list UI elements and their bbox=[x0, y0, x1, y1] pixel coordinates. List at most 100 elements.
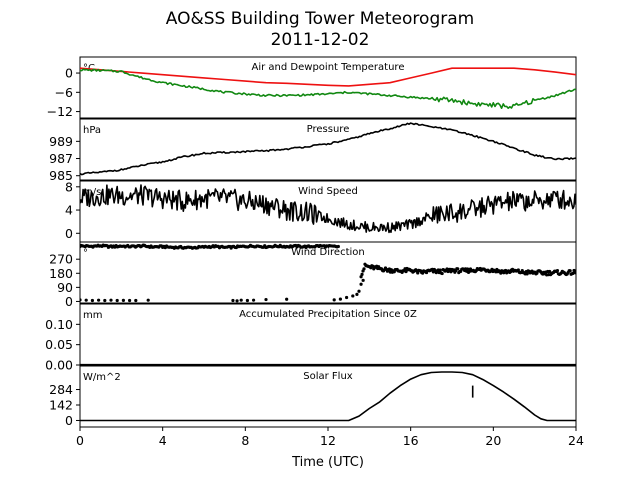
y-tick-label: 987 bbox=[49, 151, 73, 166]
data-point bbox=[438, 268, 442, 272]
y-tick-label: 8 bbox=[65, 179, 73, 194]
y-tick-label: 0 bbox=[65, 226, 73, 241]
y-tick-label: 284 bbox=[49, 382, 73, 397]
y-tick-label: −6 bbox=[55, 85, 73, 100]
data-point bbox=[351, 294, 355, 298]
panel-plot-area bbox=[80, 243, 576, 303]
panel-frame bbox=[79, 180, 577, 243]
y-tick-label: 0.10 bbox=[45, 317, 73, 332]
series-line bbox=[80, 371, 576, 422]
data-point bbox=[361, 278, 365, 282]
x-tick-label: 16 bbox=[403, 433, 419, 448]
series-line bbox=[80, 67, 576, 87]
data-point bbox=[285, 297, 289, 301]
data-point bbox=[362, 267, 366, 271]
panel-1: 0−6−12°C Air and Dewpoint Temperature bbox=[47, 56, 577, 119]
data-point bbox=[416, 271, 420, 275]
data-point bbox=[121, 298, 125, 302]
data-point bbox=[103, 298, 107, 303]
data-point bbox=[239, 298, 243, 302]
y-tick-label: 0.05 bbox=[45, 337, 73, 352]
data-point bbox=[555, 269, 560, 273]
panel-unit-label: mm bbox=[83, 310, 102, 321]
y-tick-label: −12 bbox=[47, 104, 73, 119]
data-point bbox=[134, 298, 138, 303]
data-point bbox=[465, 267, 470, 271]
panel-frame bbox=[79, 118, 577, 181]
x-tick-label: 24 bbox=[568, 433, 584, 448]
data-point bbox=[332, 298, 336, 302]
data-point bbox=[252, 298, 256, 302]
panel-frame bbox=[79, 365, 577, 428]
data-point bbox=[146, 298, 150, 302]
data-point bbox=[336, 244, 340, 249]
panel-unit-label: ° bbox=[83, 248, 88, 259]
data-point bbox=[568, 269, 572, 273]
data-point bbox=[90, 298, 94, 303]
panel-title: Wind Direction bbox=[291, 247, 365, 258]
figure-title-line1: AO&SS Building Tower Meteorogram bbox=[166, 9, 474, 29]
data-point bbox=[548, 269, 552, 274]
data-point bbox=[345, 295, 349, 300]
wind-direction-series-1 bbox=[80, 278, 365, 303]
data-point bbox=[574, 271, 576, 275]
data-point bbox=[128, 298, 132, 303]
x-tick-label: 8 bbox=[241, 433, 249, 448]
data-point bbox=[357, 289, 361, 293]
series-line bbox=[80, 184, 576, 234]
y-tick-label: 4 bbox=[65, 203, 73, 218]
y-tick-label: 0 bbox=[65, 413, 73, 428]
panel-title: Accumulated Precipitation Since 0Z bbox=[239, 309, 417, 320]
panel-plot-area bbox=[80, 184, 576, 234]
wind-direction-series-2 bbox=[80, 243, 340, 250]
y-tick-label: 0.00 bbox=[45, 358, 73, 373]
y-tick-label: 0 bbox=[65, 66, 73, 81]
data-point bbox=[97, 298, 101, 302]
panel-3: 048 m/s Wind Speed bbox=[65, 179, 577, 243]
data-point bbox=[338, 297, 342, 301]
data-point bbox=[440, 271, 444, 276]
panel-title: Air and Dewpoint Temperature bbox=[252, 62, 405, 73]
panel-plot-area bbox=[80, 371, 576, 422]
data-point bbox=[456, 267, 460, 271]
panel-2: 985 987 989 hPa Pressure bbox=[49, 118, 577, 183]
x-tick-label: 20 bbox=[485, 433, 501, 448]
y-tick-label: 180 bbox=[49, 266, 73, 281]
y-tick-label: 0 bbox=[65, 294, 73, 309]
panel-title: Solar Flux bbox=[303, 371, 353, 382]
data-point bbox=[525, 272, 529, 276]
wind-direction-series-3 bbox=[359, 262, 576, 279]
series-line bbox=[80, 68, 576, 109]
x-tick-label: 4 bbox=[159, 433, 167, 448]
data-point bbox=[264, 297, 268, 302]
panel-title: Pressure bbox=[307, 124, 350, 135]
panel-frame bbox=[79, 56, 577, 119]
series-line bbox=[80, 122, 576, 176]
data-point bbox=[80, 298, 82, 302]
panel-frame bbox=[79, 303, 577, 366]
x-tick-label: 0 bbox=[76, 433, 84, 448]
y-tick-label: 989 bbox=[49, 134, 73, 149]
x-tick-label: 12 bbox=[320, 433, 336, 448]
panel-plot-area bbox=[80, 67, 576, 109]
data-point bbox=[355, 292, 359, 296]
data-point bbox=[231, 298, 235, 303]
y-tick-label: 270 bbox=[49, 252, 73, 267]
data-point bbox=[84, 298, 88, 302]
x-axis-label: Time (UTC) bbox=[291, 455, 364, 470]
data-point bbox=[359, 275, 363, 279]
figure-title-line2: 2011-12-02 bbox=[271, 30, 370, 50]
panel-title: Wind Speed bbox=[298, 186, 358, 197]
panel-5: 0.00 0.05 0.10 mm Accumulated Precipitation … bbox=[45, 303, 577, 373]
y-tick-label: 90 bbox=[57, 280, 73, 295]
panel-unit-label: hPa bbox=[83, 125, 101, 136]
data-point bbox=[360, 272, 364, 276]
data-point bbox=[109, 298, 113, 302]
panel-unit-label: W/m^2 bbox=[83, 372, 121, 383]
data-point bbox=[359, 282, 363, 286]
data-point bbox=[245, 298, 249, 303]
y-tick-label: 985 bbox=[49, 168, 73, 183]
